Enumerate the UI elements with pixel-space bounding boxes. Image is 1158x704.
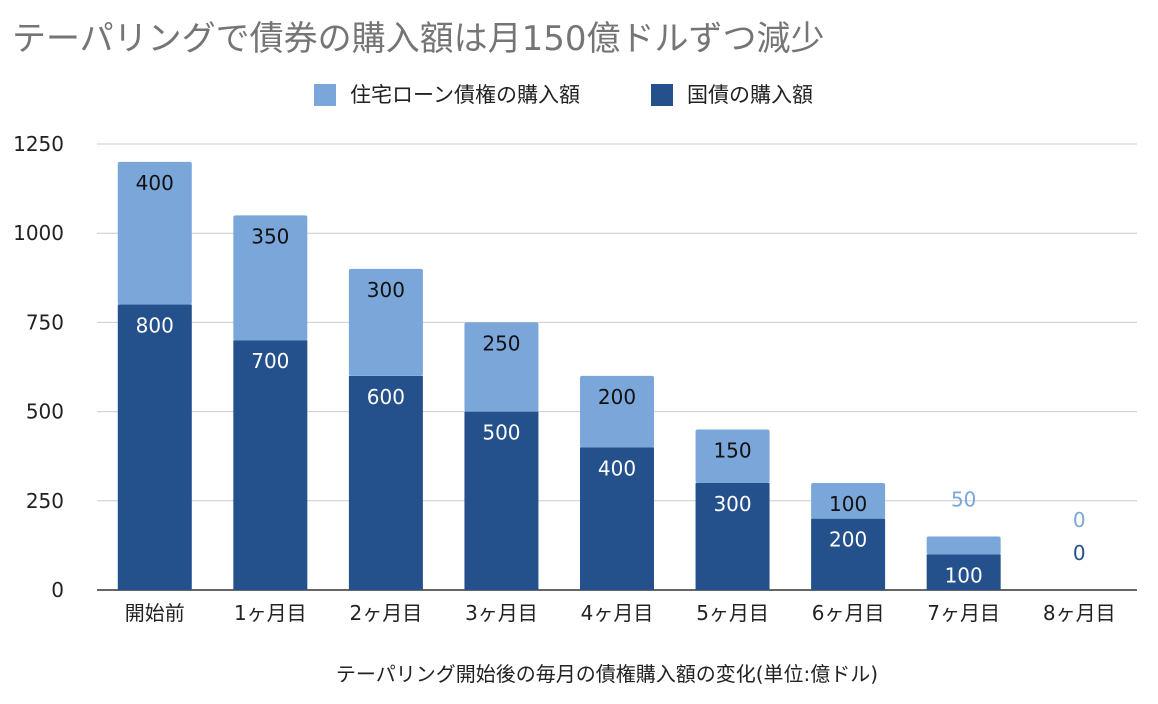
data-label: 50 bbox=[951, 487, 976, 511]
bar-segment-top bbox=[233, 215, 308, 341]
data-label: 400 bbox=[598, 456, 636, 480]
legend-swatch bbox=[314, 84, 336, 106]
y-tick-label: 0 bbox=[51, 578, 64, 602]
bar-segment-base bbox=[348, 375, 423, 590]
bar-segment-base bbox=[580, 447, 654, 590]
data-label: 300 bbox=[367, 278, 405, 302]
data-label: 300 bbox=[713, 492, 751, 516]
y-axis-ticks: 0 250 500 750 1000 1250 bbox=[13, 132, 64, 602]
bar-segment-top bbox=[117, 161, 192, 305]
bar-segment-top bbox=[464, 322, 539, 412]
bar-segment-top bbox=[695, 429, 770, 483]
x-axis-ticks: 開始前 1ヶ月目 2ヶ月目 3ヶ月目 4ヶ月目 5ヶ月目 6ヶ月目 7ヶ月目 8ヶ月目 bbox=[125, 601, 1116, 625]
x-tick-label: 1ヶ月目 bbox=[234, 601, 307, 625]
x-tick-label: 4ヶ月目 bbox=[581, 601, 654, 625]
bars bbox=[117, 161, 1001, 590]
data-label: 100 bbox=[945, 563, 983, 587]
data-label: 350 bbox=[251, 224, 289, 248]
legend-label: 住宅ローン債権の購入額 bbox=[350, 83, 580, 107]
data-label: 0 bbox=[1073, 541, 1086, 565]
data-labels: 8004007003506003005002504002003001502001… bbox=[136, 171, 1086, 587]
bar-segment-base bbox=[233, 340, 308, 590]
x-tick-label: 8ヶ月目 bbox=[1043, 601, 1116, 625]
y-tick-label: 250 bbox=[26, 489, 64, 513]
chart-title: テーパリングで債券の購入額は月150億ドルずつ減少 bbox=[12, 19, 825, 59]
legend-swatch bbox=[651, 84, 673, 106]
data-label: 700 bbox=[251, 349, 289, 373]
data-label: 200 bbox=[598, 385, 636, 409]
x-tick-label: 5ヶ月目 bbox=[696, 601, 769, 625]
y-tick-label: 1000 bbox=[13, 221, 64, 245]
bar-segment-base bbox=[117, 304, 192, 590]
data-label: 250 bbox=[482, 331, 520, 355]
x-tick-label: 7ヶ月目 bbox=[927, 601, 1000, 625]
data-label: 600 bbox=[367, 385, 405, 409]
bar-segment-top bbox=[926, 536, 1001, 555]
data-label: 400 bbox=[136, 171, 174, 195]
bar-segment-top bbox=[348, 268, 423, 376]
data-label: 100 bbox=[829, 492, 867, 516]
legend: 住宅ローン債権の購入額 国債の購入額 bbox=[314, 83, 813, 107]
data-label: 150 bbox=[713, 438, 751, 462]
x-tick-label: 6ヶ月目 bbox=[812, 601, 885, 625]
bar-segment-base bbox=[926, 554, 1001, 590]
y-tick-label: 1250 bbox=[13, 132, 64, 156]
bar-segment-top bbox=[811, 482, 886, 519]
bar-segment-base bbox=[464, 411, 539, 590]
data-label: 500 bbox=[482, 421, 520, 445]
y-tick-label: 750 bbox=[26, 310, 64, 334]
x-axis-label: テーパリング開始後の毎月の債権購入額の変化(単位:億ドル) bbox=[336, 662, 878, 686]
x-tick-label: 3ヶ月目 bbox=[465, 601, 538, 625]
legend-label: 国債の購入額 bbox=[687, 83, 813, 107]
data-label: 800 bbox=[136, 314, 174, 338]
y-tick-label: 500 bbox=[26, 400, 64, 424]
bar-segment-base bbox=[695, 482, 770, 590]
bar-segment-base bbox=[811, 518, 886, 590]
x-tick-label: 2ヶ月目 bbox=[350, 601, 423, 625]
x-tick-label: 開始前 bbox=[125, 601, 185, 625]
bar-segment-top bbox=[580, 375, 654, 448]
data-label: 0 bbox=[1073, 508, 1086, 532]
data-label: 200 bbox=[829, 528, 867, 552]
